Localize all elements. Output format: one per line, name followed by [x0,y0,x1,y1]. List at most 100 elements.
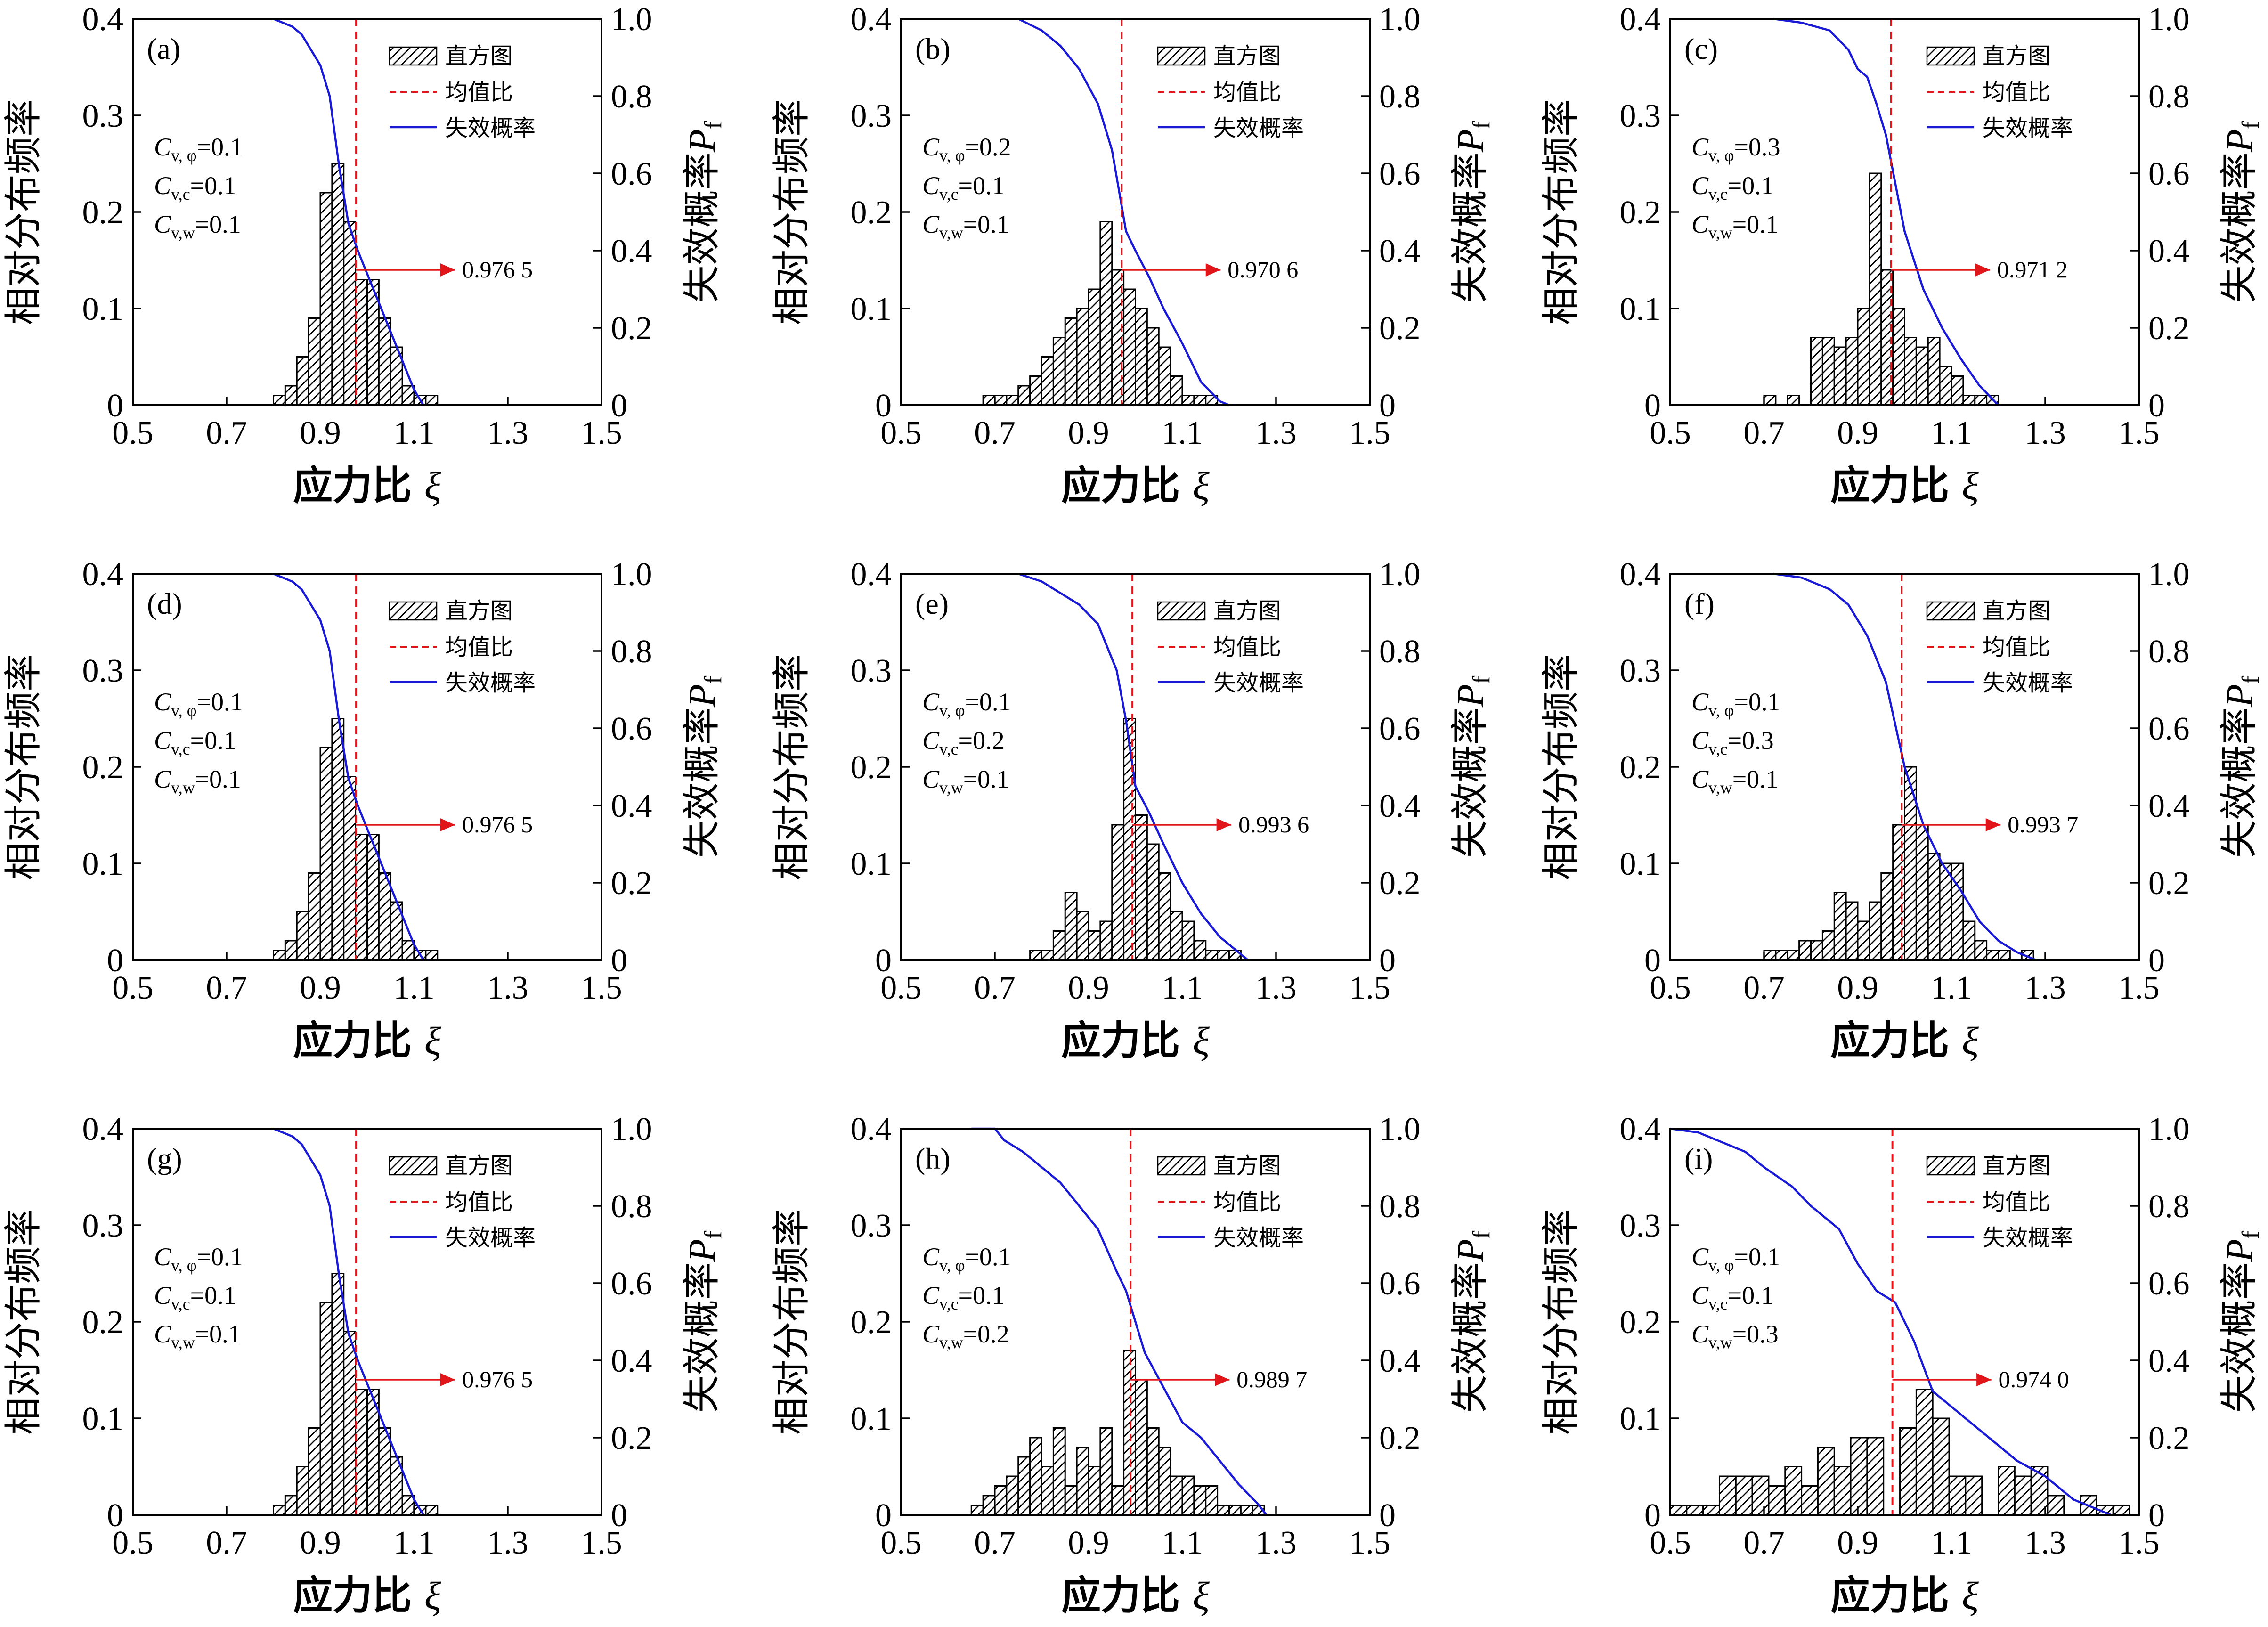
legend-label-mean: 均值比 [445,634,513,660]
mean-annotation: 0.989 7 [1236,1366,1307,1392]
y-tick-label: 0.2 [1620,195,1661,231]
histogram-bar [1869,901,1882,961]
histogram-bar [1857,920,1870,961]
y2-tick-label: 0.4 [2148,1343,2190,1379]
histogram-bar [1833,892,1847,961]
histogram-bar [1181,1475,1195,1516]
x-tick-label: 0.5 [112,415,154,451]
histogram-bar [1052,930,1066,961]
legend-label-histogram: 直方图 [1983,598,2050,624]
mean-annotation: 0.993 7 [2008,811,2078,838]
histogram-bar [1821,337,1835,406]
histogram-bar [1821,930,1835,961]
mean-annotation: 0.993 6 [1238,811,1309,838]
histogram-bar [1181,920,1195,961]
y2-tick-label: 0.8 [2148,1188,2190,1225]
legend-label-mean: 均值比 [1213,634,1281,660]
legend-label-histogram: 直方图 [1213,1153,1281,1179]
x-tick-label: 0.5 [880,415,922,451]
x-axis-label: 应力比 ξ [1061,463,1210,509]
x-axis-label: 应力比 ξ [293,1572,441,1619]
histogram-bar [1088,1466,1101,1516]
legend-label-curve: 失效概率 [1983,1225,2073,1251]
histogram-bar [1017,1456,1031,1516]
y-tick-label: 0.4 [82,1111,124,1147]
panel-label: (b) [915,32,951,65]
y-tick-label: 0 [875,1497,892,1534]
histogram-bar [1951,862,1964,961]
cv-label: Cv,w=0.1 [922,765,1009,797]
y2-tick-label: 0.4 [611,233,652,269]
x-tick-label: 0.7 [1743,970,1785,1006]
y-tick-label: 0 [1644,388,1661,424]
x-axis-label: 应力比 ξ [1061,1572,1210,1619]
histogram-bar [1974,395,1988,406]
cv-label: Cv,c=0.1 [1691,171,1774,203]
histogram-bar [1146,327,1160,406]
x-tick-label: 0.9 [1068,1525,1109,1561]
y2-tick-label: 0.4 [1379,788,1421,824]
histogram-bar [1932,1417,1950,1516]
histogram-bar [970,1505,984,1516]
histogram-bar [273,395,286,406]
histogram-bar [1006,395,1019,406]
y-axis-label: 相对分布频率 [770,1209,813,1435]
histogram-bar [343,1331,357,1516]
histogram-bar [273,1505,286,1516]
histogram-bar [1135,814,1148,961]
x-tick-label: 1.5 [1349,1525,1390,1561]
cv-label: Cv, φ=0.1 [154,688,243,720]
histogram-bar [1123,288,1136,406]
y-tick-label: 0.2 [1620,749,1661,786]
cv-label: Cv, φ=0.3 [1691,133,1780,165]
legend-label-curve: 失效概率 [1213,1225,1304,1251]
y-tick-label: 0.3 [1620,98,1661,134]
y2-tick-label: 0.4 [1379,1343,1421,1379]
histogram-bar [319,1302,333,1516]
x-tick-label: 0.5 [880,1525,922,1561]
histogram-bar [1181,395,1195,406]
y-tick-label: 0 [107,388,123,424]
y2-tick-label: 0.6 [611,1266,652,1302]
panel-e: 0.993 60.5 0.7 0.9 1.1 1.3 1.500.10.20.30.400… [770,556,1495,1064]
x-tick-label: 0.5 [1650,415,1691,451]
y2-tick-label: 1.0 [1379,1111,1421,1147]
y-tick-label: 0.1 [851,291,892,327]
x-tick-label: 1.1 [1931,415,1972,451]
histogram-bar [296,911,309,961]
histogram-bar [355,279,368,406]
y2-tick-label: 0.4 [611,1343,652,1379]
x-tick-label: 1.1 [393,415,435,451]
x-tick-label: 1.5 [2118,1525,2160,1561]
y2-axis-label: 失效概率Pf [1448,675,1495,858]
y-tick-label: 0.2 [1620,1304,1661,1341]
histogram-bar [1006,1475,1019,1516]
histogram-bar [1123,1350,1136,1516]
histogram-bar [1052,337,1066,406]
histogram-bar [1857,308,1870,406]
mean-annotation: 0.970 6 [1227,256,1298,283]
x-tick-label: 1.3 [1255,415,1297,451]
histogram-bar [1892,824,1905,961]
y2-axis-label: 失效概率Pf [680,121,727,303]
histogram-bar [1735,1475,1753,1516]
y-tick-label: 0 [875,388,892,424]
y-tick-label: 0.1 [1620,291,1661,327]
y-axis-label: 相对分布频率 [1,654,45,880]
failure-probability-curve [1017,17,1230,407]
legend-label-mean: 均值比 [1213,1189,1281,1215]
y2-tick-label: 0.8 [1379,1188,1421,1225]
x-tick-label: 1.1 [1162,1525,1203,1561]
histogram-bar [319,192,333,406]
histogram-bar [401,385,415,406]
legend-swatch-histogram [1926,1156,1975,1176]
legend-swatch-histogram [1926,46,1975,66]
histogram-bar [1041,1466,1054,1516]
histogram-bar [1205,950,1219,961]
x-axis-label: 应力比 ξ [1830,463,1979,509]
y2-tick-label: 0.8 [2148,634,2190,670]
panel-label: (c) [1684,32,1718,65]
x-tick-label: 0.9 [1837,970,1878,1006]
y2-tick-label: 0.6 [2148,711,2190,747]
histogram-bar [1915,346,1929,406]
